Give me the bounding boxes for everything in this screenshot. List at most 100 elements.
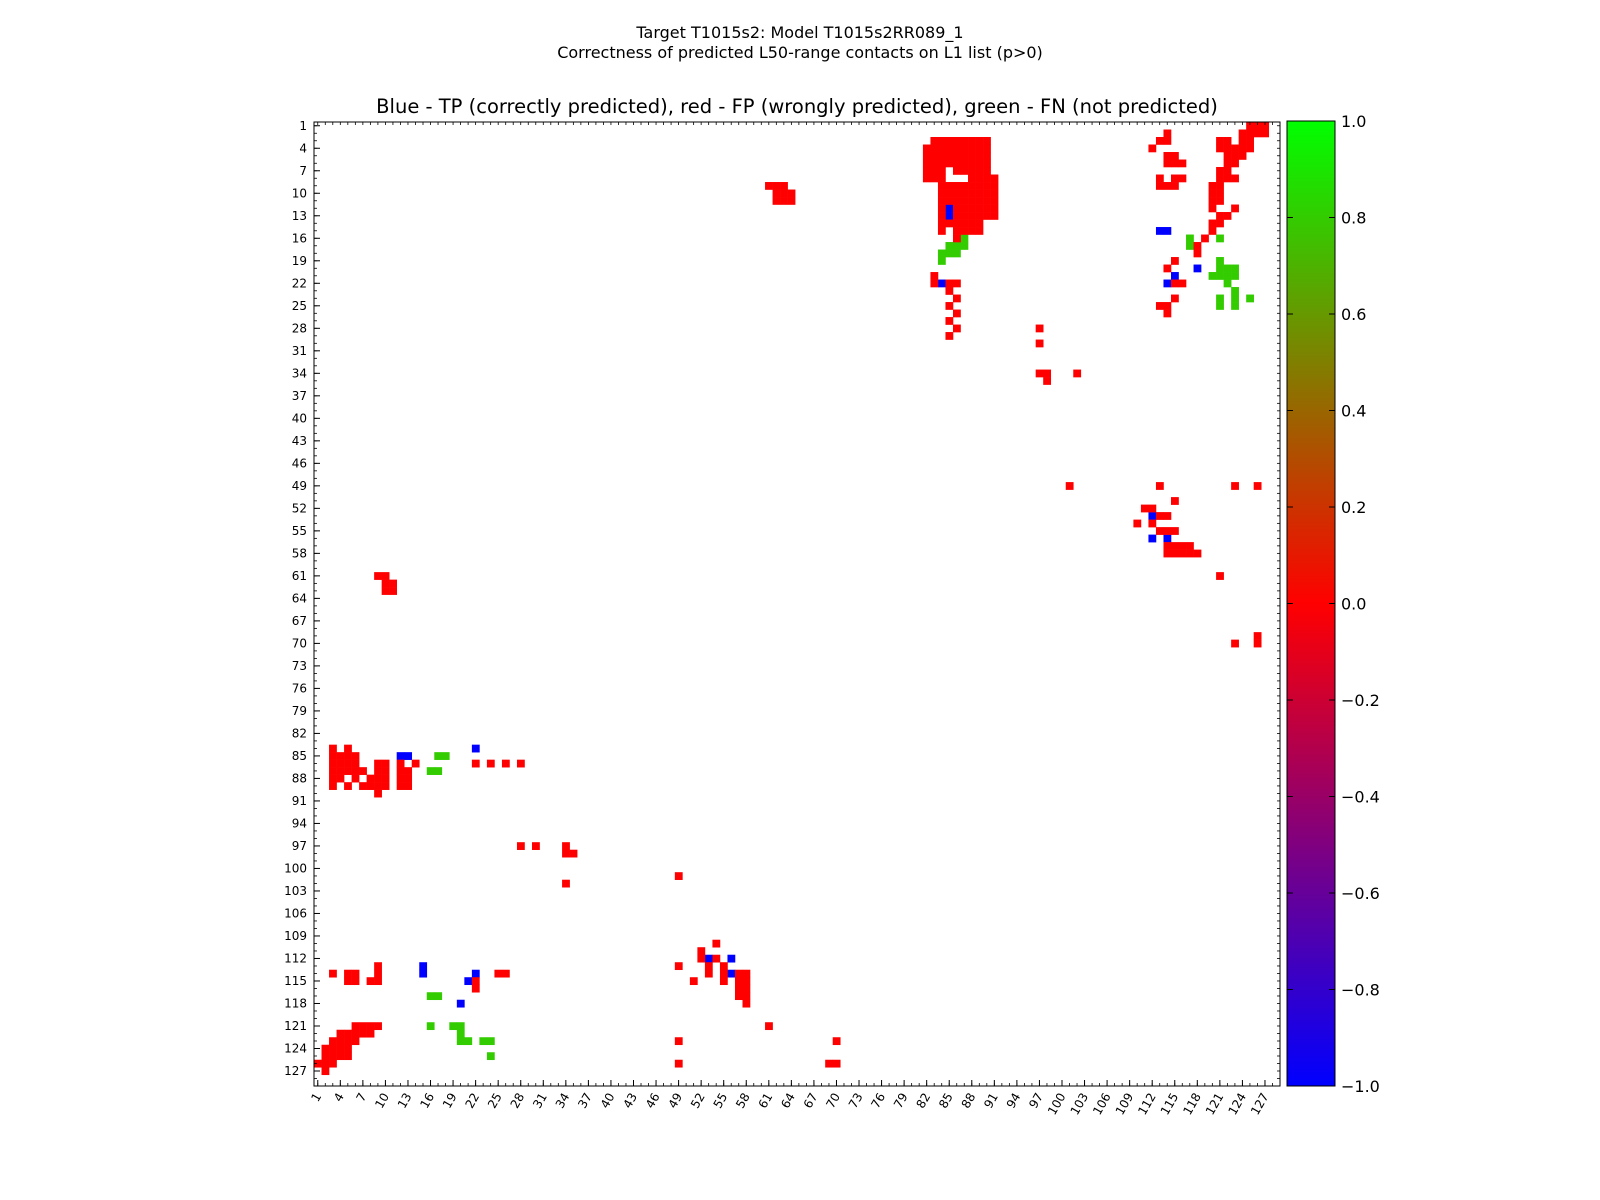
fp-cell bbox=[374, 789, 382, 798]
fp-cell bbox=[922, 167, 931, 175]
fp-cell bbox=[381, 579, 390, 588]
fp-cell bbox=[983, 137, 991, 145]
fp-cell bbox=[1163, 309, 1172, 318]
fp-cell bbox=[937, 204, 946, 213]
fp-cell bbox=[832, 1037, 841, 1046]
fp-cell bbox=[336, 1052, 345, 1061]
fn-cell bbox=[456, 1029, 465, 1038]
fp-cell bbox=[329, 774, 337, 783]
fp-cell bbox=[1253, 129, 1262, 138]
colorbar-tick-label: −0.8 bbox=[1341, 981, 1380, 1000]
fp-cell bbox=[930, 144, 939, 153]
fp-cell bbox=[1216, 174, 1224, 183]
fp-cell bbox=[780, 197, 788, 205]
fp-cell bbox=[960, 144, 969, 153]
fn-cell bbox=[937, 249, 946, 258]
fp-cell bbox=[930, 174, 939, 183]
fp-cell bbox=[1201, 234, 1209, 243]
fp-cell bbox=[404, 782, 413, 790]
x-tick-label: 7 bbox=[354, 1091, 370, 1105]
x-tick-label: 16 bbox=[417, 1091, 437, 1111]
fp-cell bbox=[937, 159, 946, 168]
fp-cell bbox=[366, 1029, 375, 1038]
fp-cell bbox=[1216, 212, 1224, 220]
fn-cell bbox=[486, 1052, 495, 1061]
tp-cell bbox=[1155, 227, 1164, 235]
fp-cell bbox=[952, 294, 961, 303]
fp-cell bbox=[975, 137, 984, 145]
fp-cell bbox=[336, 1029, 345, 1038]
fp-cell bbox=[1193, 549, 1202, 558]
fp-cell bbox=[389, 579, 397, 588]
tp-cell bbox=[704, 954, 713, 963]
fp-cell bbox=[344, 969, 352, 978]
colorbar-tick-label: −0.4 bbox=[1341, 788, 1380, 807]
x-tick-label: 85 bbox=[936, 1091, 956, 1111]
fp-cell bbox=[1223, 152, 1232, 160]
fn-cell bbox=[945, 249, 954, 258]
fp-cell bbox=[1171, 527, 1179, 535]
fp-cell bbox=[351, 1029, 360, 1038]
fp-cell bbox=[1223, 167, 1232, 175]
fp-cell bbox=[780, 182, 788, 190]
fp-cell bbox=[321, 1044, 330, 1053]
fp-cell bbox=[734, 984, 743, 993]
fp-cell bbox=[952, 227, 961, 235]
tp-cell bbox=[1171, 272, 1179, 280]
fp-cell bbox=[960, 189, 969, 198]
fp-cell bbox=[674, 962, 683, 971]
fp-cell bbox=[351, 759, 360, 768]
colorbar bbox=[1286, 120, 1336, 1087]
x-tick-label: 112 bbox=[1135, 1091, 1159, 1118]
fp-cell bbox=[780, 189, 788, 198]
fp-cell bbox=[742, 984, 751, 993]
fp-cell bbox=[1163, 527, 1172, 535]
fp-cell bbox=[1208, 197, 1217, 205]
x-tick-label: 10 bbox=[372, 1091, 392, 1111]
x-tick-label: 100 bbox=[1045, 1091, 1069, 1118]
fp-cell bbox=[1208, 219, 1217, 228]
fp-cell bbox=[1171, 294, 1179, 303]
fp-cell bbox=[1246, 129, 1254, 138]
fp-cell bbox=[1246, 122, 1254, 130]
fn-cell bbox=[1223, 272, 1232, 280]
y-tick-label: 124 bbox=[284, 1041, 307, 1055]
fp-cell bbox=[344, 1044, 352, 1053]
y-tick-label: 112 bbox=[284, 951, 307, 965]
fn-cell bbox=[952, 242, 961, 250]
fn-cell bbox=[456, 1037, 465, 1046]
y-tick-label: 1 bbox=[299, 119, 307, 133]
tp-cell bbox=[419, 962, 428, 971]
fn-cell bbox=[1223, 264, 1232, 273]
fp-cell bbox=[1216, 137, 1224, 145]
fp-cell bbox=[952, 197, 961, 205]
fn-cell bbox=[434, 752, 443, 760]
x-tick-label: 121 bbox=[1203, 1091, 1227, 1118]
fp-cell bbox=[975, 189, 984, 198]
fp-cell bbox=[952, 212, 961, 220]
fp-cell bbox=[1043, 369, 1052, 378]
fn-cell bbox=[1186, 242, 1194, 250]
fp-cell bbox=[1178, 549, 1187, 558]
tp-cell bbox=[419, 969, 428, 978]
fp-cell bbox=[975, 144, 984, 153]
fp-cell bbox=[719, 977, 728, 986]
fp-cell bbox=[351, 977, 360, 986]
fp-cell bbox=[975, 204, 984, 213]
fp-cell bbox=[374, 767, 382, 775]
x-tick-label: 103 bbox=[1068, 1091, 1092, 1118]
fp-cell bbox=[366, 774, 375, 783]
fp-cell bbox=[1171, 159, 1179, 168]
y-tick-label: 58 bbox=[292, 546, 307, 560]
fp-cell bbox=[562, 849, 570, 858]
fp-cell bbox=[1163, 302, 1172, 310]
fp-cell bbox=[359, 782, 367, 790]
fp-cell bbox=[1073, 369, 1082, 378]
fp-cell bbox=[344, 1029, 352, 1038]
y-tick-label: 127 bbox=[284, 1064, 307, 1078]
fp-cell bbox=[1231, 482, 1239, 490]
fp-cell bbox=[374, 1022, 382, 1031]
fp-cell bbox=[1216, 182, 1224, 190]
fn-cell bbox=[960, 242, 969, 250]
fp-cell bbox=[960, 227, 969, 235]
